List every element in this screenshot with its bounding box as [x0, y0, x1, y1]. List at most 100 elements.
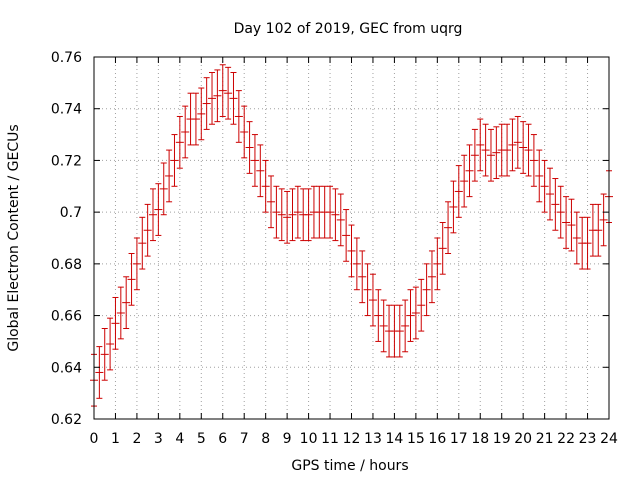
x-tick-label: 19: [493, 431, 511, 447]
data-point: [277, 188, 286, 242]
data-point: [422, 263, 431, 317]
x-tick-label: 17: [450, 431, 468, 447]
y-axis-label: Global Electron Content / GECUs: [6, 124, 22, 351]
data-point: [545, 167, 554, 221]
data-point: [438, 221, 447, 275]
data-point: [368, 273, 377, 327]
x-tick-label: 3: [154, 431, 163, 447]
data-point: [508, 118, 517, 172]
y-tick-label: 0.74: [51, 102, 82, 118]
data-point: [197, 87, 206, 141]
axis-ticks: [93, 56, 610, 420]
data-point: [256, 144, 265, 198]
y-tick-label: 0.76: [51, 50, 82, 66]
data-point: [551, 178, 560, 231]
data-point: [170, 134, 179, 187]
data-point: [470, 128, 479, 182]
data-point: [562, 196, 571, 249]
x-tick-label: 23: [579, 431, 597, 447]
y-tick-label: 0.68: [51, 257, 82, 273]
data-point: [267, 175, 276, 229]
data-point: [358, 250, 367, 304]
data-point: [175, 115, 184, 169]
data-point: [395, 304, 404, 358]
data-point: [283, 190, 292, 244]
data-point: [454, 165, 463, 218]
data-point: [213, 69, 222, 123]
y-tick-label: 0.66: [51, 309, 82, 325]
y-tick-label: 0.62: [51, 412, 82, 428]
data-point: [433, 237, 442, 291]
data-point: [524, 123, 533, 177]
y-tick-labels: 0.62 0.64 0.66 0.68 0.7 0.72 0.74 0.76: [51, 50, 82, 428]
data-point: [106, 317, 115, 371]
x-axis-label: GPS time / hours: [291, 458, 408, 474]
x-tick-label: 16: [428, 431, 446, 447]
data-point: [234, 90, 243, 143]
x-tick-labels: 0 1 2 3 4 5 6 7 8 9 10 11 12 13 14 15 16 17 18 19 20 21 22 23 24: [90, 431, 618, 447]
data-point: [229, 72, 238, 125]
data-point: [352, 237, 361, 291]
data-point: [347, 224, 356, 278]
data-point: [154, 183, 163, 236]
x-tick-label: 0: [90, 431, 99, 447]
data-point: [465, 144, 474, 198]
chart-title: Day 102 of 2019, GEC from uqrg: [234, 21, 463, 37]
data-point: [240, 105, 249, 159]
data-point: [594, 203, 603, 257]
x-tick-label: 20: [514, 431, 532, 447]
data-point: [336, 193, 345, 247]
data-point: [540, 159, 549, 213]
data-point: [315, 185, 324, 239]
data-point: [224, 66, 233, 120]
data-point: [95, 346, 104, 399]
data-point: [159, 162, 168, 216]
data-point: [460, 154, 469, 208]
data-point: [143, 203, 152, 257]
data-point: [363, 263, 372, 317]
data-series: [90, 64, 613, 407]
data-point: [288, 188, 297, 242]
data-point: [111, 296, 120, 350]
x-tick-label: 9: [283, 431, 292, 447]
x-tick-label: 4: [175, 431, 184, 447]
x-tick-label: 1: [111, 431, 120, 447]
data-point: [202, 77, 211, 130]
data-point: [529, 134, 538, 187]
x-tick-label: 10: [300, 431, 318, 447]
x-tick-label: 18: [471, 431, 489, 447]
data-point: [444, 201, 453, 255]
data-point: [599, 193, 608, 247]
x-tick-label: 2: [132, 431, 141, 447]
data-point: [326, 185, 335, 239]
data-point: [100, 328, 109, 381]
data-point: [476, 118, 485, 172]
data-point: [406, 289, 415, 342]
data-point: [122, 276, 131, 329]
data-point: [261, 159, 270, 213]
data-point: [449, 180, 458, 234]
data-point: [149, 188, 158, 242]
grid-lines: [94, 57, 609, 419]
x-tick-label: 15: [407, 431, 425, 447]
x-tick-label: 22: [557, 431, 575, 447]
x-tick-label: 21: [536, 431, 554, 447]
y-tick-label: 0.64: [51, 360, 82, 376]
data-point: [503, 123, 512, 177]
data-point: [481, 123, 490, 177]
data-point: [583, 216, 592, 270]
data-point: [567, 198, 576, 252]
data-point: [293, 185, 302, 239]
data-point: [342, 209, 351, 262]
data-point: [331, 188, 340, 242]
data-point: [218, 64, 227, 117]
data-point: [208, 72, 217, 125]
data-point: [513, 115, 522, 169]
data-point: [272, 185, 281, 239]
x-tick-label: 6: [218, 431, 227, 447]
data-point: [165, 149, 174, 203]
x-tick-label: 24: [600, 431, 618, 447]
data-point: [427, 250, 436, 304]
x-tick-label: 14: [386, 431, 404, 447]
